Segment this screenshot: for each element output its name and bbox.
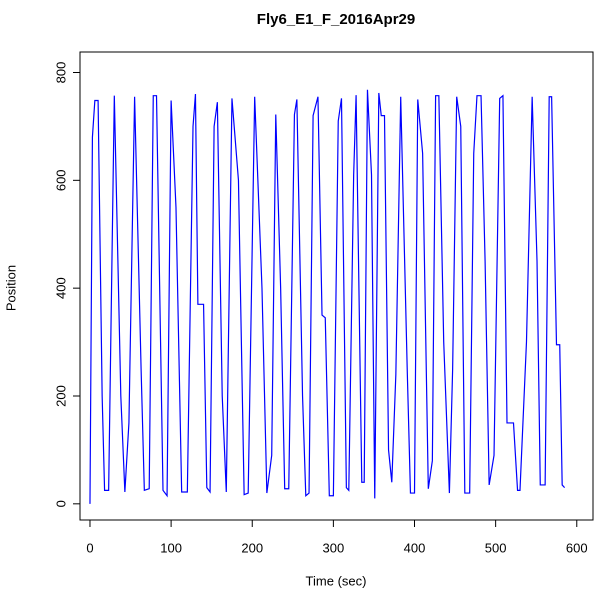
y-tick-label: 600 — [53, 169, 68, 191]
y-tick-label: 0 — [53, 500, 68, 507]
x-tick-label: 200 — [241, 540, 263, 555]
y-tick-label: 200 — [53, 385, 68, 407]
x-tick-label: 300 — [323, 540, 345, 555]
x-axis-label: Time (sec) — [306, 573, 367, 588]
plot-box — [79, 51, 594, 521]
x-tick-label: 0 — [86, 540, 93, 555]
data-line — [89, 89, 566, 504]
y-tick-label: 800 — [53, 62, 68, 84]
x-tick-label: 100 — [160, 540, 182, 555]
x-tick-label: 400 — [404, 540, 426, 555]
chart-title: Fly6_E1_F_2016Apr29 — [257, 11, 415, 28]
y-axis-label: Position — [3, 265, 18, 311]
x-tick-label: 600 — [566, 540, 588, 555]
y-tick-label: 400 — [53, 277, 68, 299]
x-tick-label: 500 — [485, 540, 507, 555]
